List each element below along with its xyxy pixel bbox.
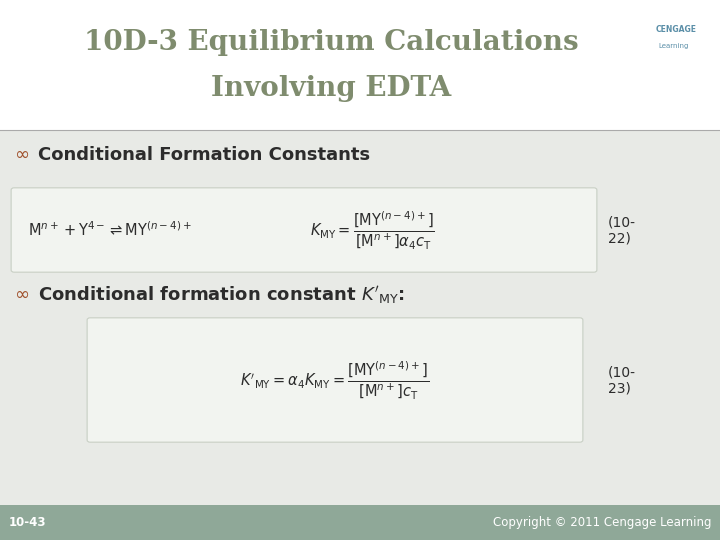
Text: (10-: (10- [608,365,636,379]
Text: 10D-3 Equilibrium Calculations: 10D-3 Equilibrium Calculations [84,29,578,56]
Bar [0,505,720,540]
Text: $\mathrm{M}^{n+} + \mathrm{Y}^{4-} \rightleftharpoons \mathrm{MY}^{(n-4)+}$: $\mathrm{M}^{n+} + \mathrm{Y}^{4-} \righ… [28,221,192,239]
Text: Copyright © 2011 Cengage Learning: Copyright © 2011 Cengage Learning [493,516,711,529]
Text: Learning: Learning [658,43,688,49]
FancyBboxPatch shape [11,188,597,272]
Bar [0,0,720,130]
Text: Conditional formation constant $K'_{\mathrm{MY}}$:: Conditional formation constant $K'_{\mat… [38,284,405,306]
Text: ∞: ∞ [14,286,29,304]
Text: (10-: (10- [608,215,636,229]
Text: 22): 22) [608,231,631,245]
FancyBboxPatch shape [87,318,583,442]
Text: ∞: ∞ [14,146,29,164]
Text: 23): 23) [608,381,631,395]
Text: $K_{\mathrm{MY}} = \dfrac{[\mathrm{MY}^{(n-4)+}]}{[\mathrm{M}^{n+}]\alpha_4 c_{\: $K_{\mathrm{MY}} = \dfrac{[\mathrm{MY}^{… [310,209,435,251]
Text: Conditional Formation Constants: Conditional Formation Constants [38,146,370,164]
Text: 10-43: 10-43 [9,516,46,529]
Text: Involving EDTA: Involving EDTA [211,75,451,102]
Bar [0,130,720,505]
Text: CENGAGE: CENGAGE [655,25,696,34]
Text: $K'_{\mathrm{MY}} = \alpha_4 K_{\mathrm{MY}} = \dfrac{[\mathrm{MY}^{(n-4)+}]}{[\: $K'_{\mathrm{MY}} = \alpha_4 K_{\mathrm{… [240,359,430,401]
